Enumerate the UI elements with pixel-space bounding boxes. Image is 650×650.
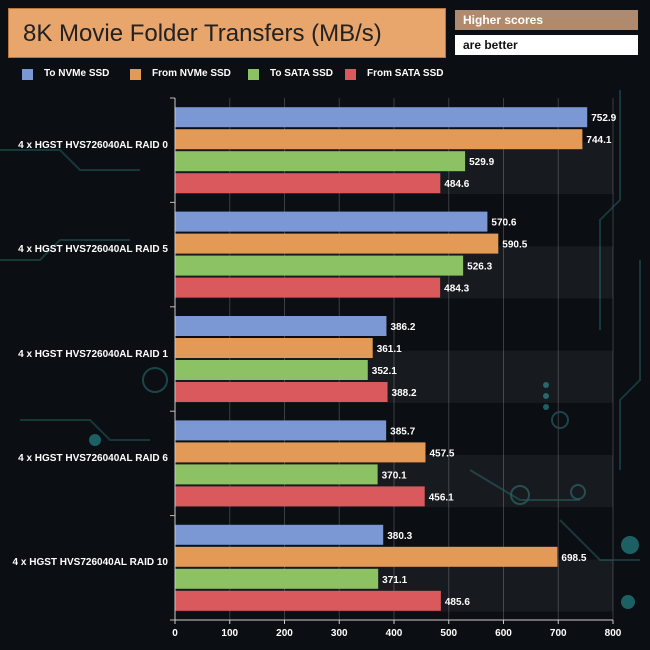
bar: [175, 129, 583, 150]
data-label: 388.2: [392, 388, 417, 399]
data-label: 361.1: [377, 344, 402, 355]
legend-swatch: [345, 69, 356, 80]
data-label: 484.6: [444, 179, 469, 190]
legend-label: To NVMe SSD: [44, 68, 110, 79]
chart-legend: To NVMe SSD From NVMe SSD To SATA SSD From …: [0, 66, 650, 86]
category-label: 4 x HGST HVS726040AL RAID 6: [18, 453, 168, 465]
legend-label: From NVMe SSD: [152, 68, 231, 79]
data-label: 457.5: [429, 448, 454, 459]
x-tick-label: 600: [495, 628, 512, 639]
bar: [175, 420, 387, 441]
data-label: 370.1: [382, 470, 407, 481]
chart-title-box: 8K Movie Folder Transfers (MB/s): [8, 8, 446, 58]
legend-swatch: [248, 69, 259, 80]
data-label: 752.9: [591, 113, 616, 124]
bar: [175, 546, 558, 567]
data-label: 485.6: [445, 597, 470, 608]
category-label: 4 x HGST HVS726040AL RAID 5: [18, 244, 168, 256]
are-better-note: are better: [455, 35, 638, 55]
bar: [175, 360, 368, 380]
data-label: 380.3: [387, 531, 412, 542]
bar: [175, 233, 499, 254]
bar: [175, 442, 426, 463]
x-axis: 0 100 200 300 400 500 600 700 800: [172, 98, 622, 639]
data-label: 484.3: [444, 284, 469, 295]
x-tick-label: 500: [440, 628, 457, 639]
bar: [175, 590, 441, 611]
bar: [175, 338, 373, 358]
category-label: 4 x HGST HVS726040AL RAID 10: [12, 557, 168, 569]
bar: [175, 382, 388, 402]
x-tick-label: 400: [386, 628, 403, 639]
chart-title: 8K Movie Folder Transfers (MB/s): [23, 20, 382, 47]
data-label: 570.6: [491, 218, 516, 229]
data-label: 698.5: [561, 553, 586, 564]
x-tick-label: 200: [276, 628, 293, 639]
data-label: 386.2: [390, 322, 415, 333]
bar: [175, 464, 378, 485]
bar: [175, 568, 379, 589]
bar: [175, 277, 441, 298]
x-tick-label: 300: [331, 628, 348, 639]
bar: [175, 486, 425, 507]
higher-scores-note: Higher scores: [455, 10, 638, 30]
note-line-2: are better: [463, 38, 518, 52]
x-tick-label: 800: [605, 628, 622, 639]
legend-swatch: [22, 69, 33, 80]
bar-series: [175, 107, 588, 611]
data-label: 385.7: [390, 426, 415, 437]
data-label: 526.3: [467, 262, 492, 273]
bar: [175, 173, 441, 194]
data-label: 529.9: [469, 157, 494, 168]
category-label: 4 x HGST HVS726040AL RAID 1: [18, 348, 168, 360]
bar: [175, 211, 488, 232]
category-label: 4 x HGST HVS726040AL RAID 0: [18, 139, 168, 151]
legend-label: To SATA SSD: [270, 68, 333, 79]
bar: [175, 316, 387, 336]
data-label: 456.1: [429, 492, 454, 503]
data-label: 744.1: [586, 135, 611, 146]
bar: [175, 255, 464, 276]
data-label: 590.5: [502, 240, 527, 251]
legend-swatch: [130, 69, 141, 80]
bar: [175, 107, 588, 128]
x-tick-label: 0: [172, 628, 178, 639]
data-label: 352.1: [372, 366, 397, 377]
data-label: 371.1: [382, 575, 407, 586]
x-tick-label: 700: [550, 628, 567, 639]
note-line-1: Higher scores: [463, 13, 544, 27]
legend-label: From SATA SSD: [367, 68, 444, 79]
bar: [175, 524, 384, 545]
x-tick-label: 100: [221, 628, 238, 639]
bar: [175, 151, 466, 172]
